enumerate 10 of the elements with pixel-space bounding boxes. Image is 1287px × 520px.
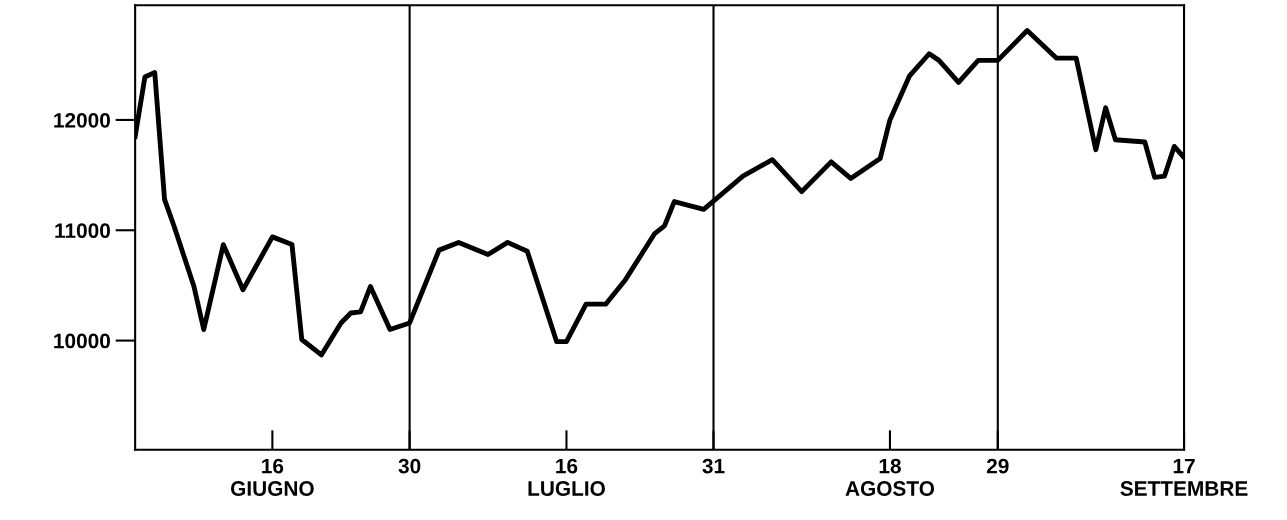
- x-tick-label: 16 GIUGNO: [230, 458, 314, 496]
- x-tick-label: 16 LUGLIO: [528, 458, 605, 496]
- x-tick-label: 29: [986, 458, 1009, 474]
- x-tick-label: 31: [702, 458, 725, 474]
- y-tick-label: 11000: [55, 223, 110, 239]
- y-tick-label: 10000: [54, 333, 110, 349]
- x-tick-label: 30: [398, 458, 421, 474]
- x-tick-label: 18 AGOSTO: [845, 458, 935, 496]
- x-tick-label: 17 SETTEMBRE: [1120, 458, 1248, 496]
- y-tick-label: 12000: [54, 112, 110, 128]
